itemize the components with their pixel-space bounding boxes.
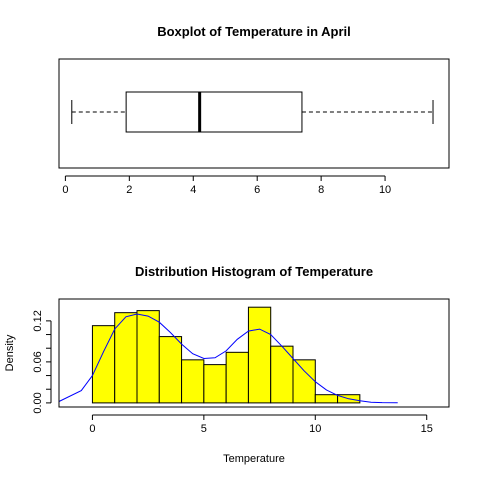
- boxplot-x-tick-label: 10: [379, 184, 391, 196]
- histogram-bars: [91, 306, 361, 404]
- boxplot-x-tick-label: 8: [318, 184, 324, 196]
- histogram-bar: [314, 394, 339, 404]
- histogram-bar: [225, 351, 249, 404]
- density-curve-group: [58, 313, 398, 404]
- histogram-y-tick-label: 0.00: [32, 392, 44, 413]
- histogram-x-axis-label: Temperature: [223, 453, 285, 465]
- boxplot-plot-frame: [58, 58, 450, 169]
- histogram-y-tick-label: 0.06: [32, 351, 44, 372]
- histogram-y-tick-label: 0.12: [32, 310, 44, 331]
- histogram-bar: [158, 336, 183, 404]
- histogram-bar: [181, 359, 205, 404]
- histogram-y-axis-label: Density: [4, 334, 16, 371]
- boxplot-title: Boxplot of Temperature in April: [157, 24, 351, 39]
- histogram-bar: [247, 306, 272, 404]
- boxplot-x-axis: 0 2 4 6 8 10: [62, 175, 391, 196]
- histogram-x-axis: 0 5 10 15: [89, 414, 433, 435]
- boxplot-box: [125, 91, 303, 133]
- histogram-bar: [136, 310, 160, 404]
- boxplot-x-tick-label: 2: [126, 184, 132, 196]
- boxplot-body: [71, 91, 434, 133]
- histogram-bar: [292, 359, 316, 404]
- histogram-plot-frame: [58, 298, 450, 408]
- histogram-x-tick-label: 0: [89, 423, 95, 435]
- histogram-x-tick-label: 15: [421, 423, 433, 435]
- histogram-bar: [91, 325, 116, 404]
- histogram-bar: [203, 364, 227, 404]
- histogram-title: Distribution Histogram of Temperature: [135, 264, 373, 279]
- histogram-x-tick-label: 10: [309, 423, 321, 435]
- boxplot-x-tick-label: 0: [62, 184, 68, 196]
- boxplot-x-tick-label: 6: [254, 184, 260, 196]
- density-curve: [58, 313, 398, 404]
- histogram-bar: [114, 312, 138, 404]
- histogram-x-tick-label: 5: [201, 423, 207, 435]
- boxplot-x-tick-label: 4: [190, 184, 196, 196]
- histogram-y-axis: 0.00 0.06 0.12: [32, 310, 52, 414]
